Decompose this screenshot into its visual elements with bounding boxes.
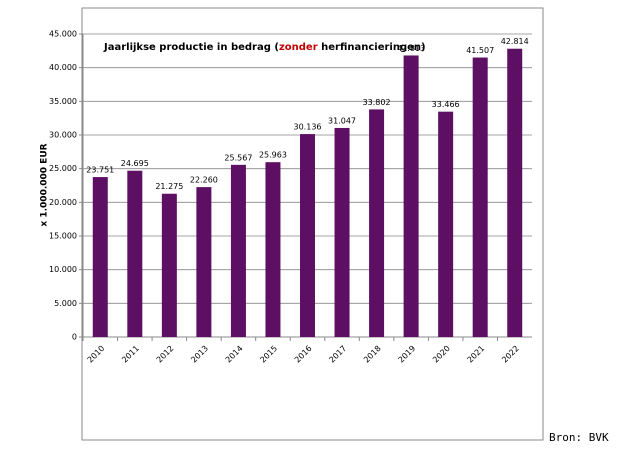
- x-tick-label: 2022: [500, 344, 521, 365]
- value-label: 30.136: [294, 123, 322, 132]
- chart-title: Jaarlijkse productie in bedrag (zonder h…: [103, 42, 426, 53]
- x-tick-label: 2014: [224, 344, 245, 365]
- chart-frame: [81, 7, 544, 441]
- title-part: zonder: [279, 42, 318, 53]
- value-label: 24.695: [121, 159, 149, 168]
- bar: [403, 55, 419, 337]
- bar: [438, 111, 454, 338]
- y-tick-label: 5.000: [54, 299, 77, 308]
- value-label: 31.047: [328, 116, 356, 125]
- bar: [507, 48, 523, 338]
- y-tick-label: 40.000: [49, 63, 77, 72]
- x-tick-label: 2015: [258, 344, 279, 365]
- x-tick-label: 2012: [155, 344, 176, 365]
- bar: [230, 164, 246, 337]
- y-tick-label: 15.000: [49, 232, 77, 241]
- y-tick-label: 35.000: [49, 97, 77, 106]
- value-label: 42.814: [501, 37, 529, 46]
- y-tick-label: 45.000: [49, 30, 77, 39]
- x-tick-label: 2017: [327, 344, 348, 365]
- value-label: 23.751: [86, 166, 114, 175]
- value-label: 33.466: [432, 100, 460, 109]
- x-tick-label: 2020: [431, 344, 452, 365]
- value-label: 33.802: [363, 98, 391, 107]
- y-tick-label: 10.000: [49, 265, 77, 274]
- value-label: 41.507: [466, 46, 494, 55]
- value-label: 41.813: [397, 44, 425, 53]
- source: Bron: BVK: [549, 431, 609, 444]
- bar: [161, 193, 177, 337]
- x-tick-label: 2019: [397, 344, 418, 365]
- value-label: 25.567: [224, 153, 252, 162]
- x-tick-label: 2013: [189, 344, 210, 365]
- bar: [196, 187, 212, 337]
- bar: [334, 127, 350, 338]
- value-label: 22.260: [190, 176, 218, 185]
- title-part: herfinancieringen): [318, 42, 426, 53]
- title-part: Jaarlijkse productie in bedrag (: [103, 42, 279, 53]
- y-tick-label: 30.000: [49, 131, 77, 140]
- y-tick-label: 0: [72, 333, 77, 342]
- bar: [265, 162, 281, 337]
- bar: [300, 134, 315, 337]
- value-label: 21.275: [155, 182, 183, 191]
- x-tick-label: 2010: [86, 344, 107, 365]
- value-label: 25.963: [259, 151, 287, 160]
- x-tick-label: 2011: [120, 344, 141, 365]
- y-tick-label: 25.000: [49, 164, 77, 173]
- x-tick-label: 2016: [293, 344, 314, 365]
- bar: [92, 177, 108, 337]
- bar: [127, 170, 143, 337]
- bar: [369, 109, 385, 337]
- y-tick-label: 20.000: [49, 198, 77, 207]
- x-tick-label: 2018: [362, 344, 383, 365]
- y-axis-label: x 1.000.000 EUR: [40, 143, 50, 226]
- x-tick-label: 2021: [466, 344, 487, 365]
- bar: [472, 57, 488, 338]
